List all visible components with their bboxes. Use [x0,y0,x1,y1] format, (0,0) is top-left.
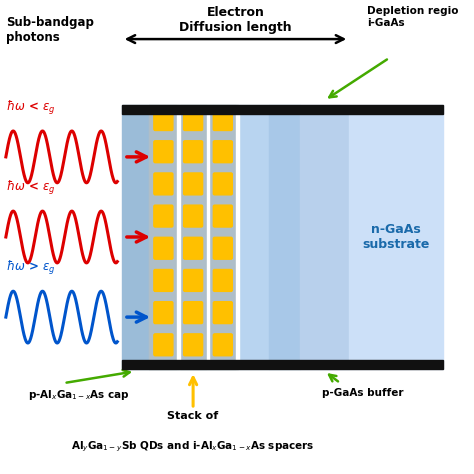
FancyBboxPatch shape [183,270,202,292]
FancyBboxPatch shape [154,270,173,292]
FancyBboxPatch shape [154,141,173,163]
Bar [148,105,178,369]
FancyBboxPatch shape [213,301,232,324]
Text: Depletion regio
i-GaAs: Depletion regio i-GaAs [367,6,458,27]
Bar [148,105,237,369]
Bar [349,105,443,369]
Text: $\hbar\omega$ > $\varepsilon_g$: $\hbar\omega$ > $\varepsilon_g$ [6,259,55,277]
FancyBboxPatch shape [183,301,202,324]
Text: n-GaAs
substrate: n-GaAs substrate [362,223,429,251]
Bar [122,105,443,114]
FancyBboxPatch shape [213,141,232,163]
Text: Electron
Diffusion length: Electron Diffusion length [179,6,292,34]
FancyBboxPatch shape [213,173,232,195]
Bar [237,105,269,369]
Text: p-Al$_x$Ga$_{1-x}$As cap: p-Al$_x$Ga$_{1-x}$As cap [28,388,130,402]
FancyBboxPatch shape [213,237,232,259]
FancyBboxPatch shape [183,109,202,130]
FancyBboxPatch shape [154,334,173,356]
FancyBboxPatch shape [154,173,173,195]
Text: Stack of: Stack of [167,411,219,421]
FancyBboxPatch shape [154,109,173,130]
Text: p-GaAs buffer: p-GaAs buffer [322,388,404,398]
FancyBboxPatch shape [213,205,232,227]
Text: $\hbar\omega$ < $\varepsilon_g$: $\hbar\omega$ < $\varepsilon_g$ [6,179,55,197]
Text: $\hbar\omega$ < $\varepsilon_g$: $\hbar\omega$ < $\varepsilon_g$ [6,99,55,117]
FancyBboxPatch shape [183,334,202,356]
FancyBboxPatch shape [213,109,232,130]
FancyBboxPatch shape [183,237,202,259]
Bar [178,105,208,369]
FancyBboxPatch shape [213,334,232,356]
Bar [122,105,148,369]
FancyBboxPatch shape [154,301,173,324]
Bar [208,105,237,369]
Text: Sub-bandgap
photons: Sub-bandgap photons [6,16,94,44]
FancyBboxPatch shape [183,141,202,163]
FancyBboxPatch shape [213,270,232,292]
Bar [300,105,349,369]
Bar [122,360,443,369]
FancyBboxPatch shape [183,173,202,195]
FancyBboxPatch shape [154,205,173,227]
FancyBboxPatch shape [183,205,202,227]
FancyBboxPatch shape [154,237,173,259]
Bar [269,105,300,369]
Text: Al$_y$Ga$_{1-y}$Sb QDs and i-Al$_x$Ga$_{1-x}$As spacers: Al$_y$Ga$_{1-y}$Sb QDs and i-Al$_x$Ga$_{… [72,439,315,454]
Bar [207,105,210,369]
Bar [177,105,180,369]
Bar [237,105,239,369]
